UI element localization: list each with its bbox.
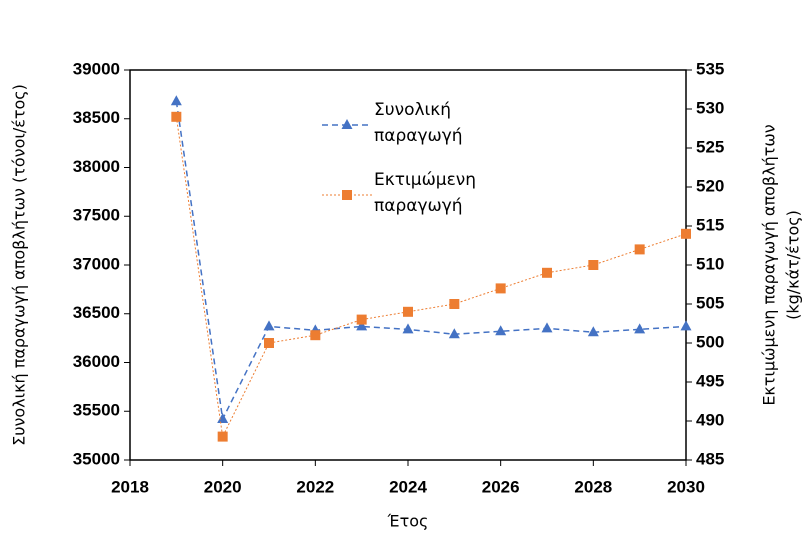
y-axis-label: Συνολική παραγωγή αποβλήτων (τόνοι/έτος) <box>10 84 29 446</box>
y2-tick-label: 495 <box>696 371 724 390</box>
x-tick-label: 2022 <box>296 477 334 496</box>
series-line <box>175 116 687 439</box>
point <box>356 320 368 331</box>
y2-tick-label: 520 <box>696 176 724 195</box>
point <box>495 325 507 336</box>
point <box>634 323 646 334</box>
y-tick-label: 37500 <box>73 206 120 225</box>
point <box>542 267 552 278</box>
y-tick-label: 39000 <box>73 59 120 78</box>
point <box>449 299 460 309</box>
point <box>217 413 229 424</box>
y-tick-label: 38500 <box>73 108 120 127</box>
point <box>170 95 182 106</box>
x-tick-label: 2028 <box>574 477 612 496</box>
point <box>403 306 413 317</box>
legend-item: Εκτιμώμενη παραγωγή <box>374 170 477 216</box>
y2-tick-label: 535 <box>696 59 724 78</box>
point <box>356 314 367 325</box>
legend-item: Συνολική παραγωγή <box>374 100 463 146</box>
x-tick-label: 2018 <box>111 477 149 496</box>
legend-label: Συνολική παραγωγή <box>374 100 463 146</box>
y2-tick-label: 525 <box>696 137 724 156</box>
point <box>310 330 321 341</box>
legend-marker <box>341 119 353 129</box>
y-tick-label: 36000 <box>73 352 120 371</box>
x-tick-label: 2030 <box>667 477 705 496</box>
x-tick-label: 2026 <box>482 477 520 496</box>
y2-tick-label: 505 <box>696 293 724 312</box>
x-axis-label: Έτος <box>387 512 429 531</box>
point <box>495 283 506 294</box>
legend-label: Εκτιμώμενη παραγωγή <box>374 170 477 216</box>
series <box>171 111 691 442</box>
y2-axis-label: (kg/κάτ/έτος) <box>784 210 803 320</box>
y-tick-label: 37000 <box>73 254 120 273</box>
y-tick-label: 38000 <box>73 157 120 176</box>
y-tick-label: 35000 <box>73 449 120 468</box>
y2-tick-label: 530 <box>696 98 724 117</box>
point <box>402 323 414 334</box>
x-tick-label: 2020 <box>204 477 242 496</box>
y2-tick-label: 510 <box>696 254 724 273</box>
point <box>171 111 182 122</box>
point <box>263 320 275 331</box>
y2-tick-label: 485 <box>696 449 724 468</box>
point <box>264 338 274 348</box>
point <box>217 431 228 442</box>
point <box>448 328 460 339</box>
y2-axis-label: Εκτιμώμενη παραγωγή αποβλήτων <box>760 124 779 405</box>
series <box>170 95 692 424</box>
point <box>681 228 691 239</box>
y2-tick-label: 515 <box>696 215 724 234</box>
y-tick-label: 36500 <box>73 303 120 322</box>
x-tick-label: 2024 <box>389 477 427 496</box>
point <box>588 260 599 270</box>
point <box>634 244 645 255</box>
y2-tick-label: 500 <box>696 332 724 351</box>
point <box>541 322 553 333</box>
legend-marker <box>342 190 352 200</box>
point <box>680 320 692 331</box>
y2-tick-label: 490 <box>696 410 724 429</box>
point <box>587 326 599 337</box>
y-tick-label: 35500 <box>73 401 120 420</box>
